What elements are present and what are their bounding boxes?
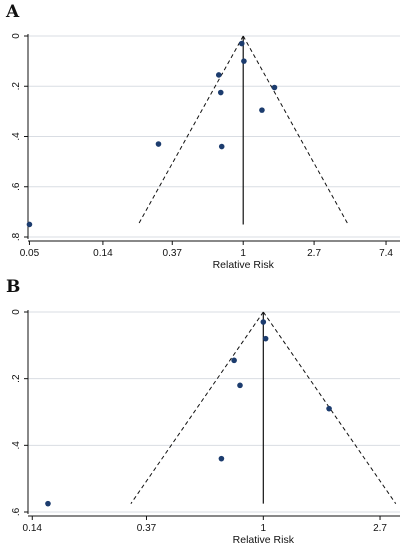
funnel-left-line: [137, 35, 244, 225]
study-point: [271, 84, 278, 91]
study-point: [238, 40, 245, 47]
study-point: [26, 221, 33, 228]
funnel-left-line: [130, 311, 264, 504]
y-tick-label: .6: [11, 507, 22, 516]
panel-b-label: B: [6, 277, 21, 297]
study-point: [217, 89, 224, 96]
study-point: [262, 335, 269, 342]
y-tick-label: .2: [11, 374, 22, 383]
study-point: [260, 319, 267, 325]
y-tick-label: .6: [11, 182, 22, 191]
study-point: [326, 405, 332, 412]
study-point: [155, 141, 162, 147]
x-tick-label: 7.4: [379, 248, 393, 259]
x-tick-label: 2.7: [373, 523, 387, 534]
study-point: [218, 455, 225, 462]
x-tick-label: 0.14: [93, 248, 113, 259]
funnel-plot-a: 0 .2 .4 .6 .8 0.05 0.14 0.37 1 2.7 7.4 Relative Ris…: [11, 33, 400, 271]
x-tick-label: 0.37: [137, 523, 157, 534]
y-tick-label: .2: [11, 82, 22, 91]
y-tick-label: 0: [11, 33, 22, 39]
x-axis-title: Relative Risk: [233, 534, 295, 546]
panel-a-label: A: [6, 2, 20, 22]
x-tick-label: 1: [261, 523, 267, 534]
x-tick-label: 2.7: [307, 248, 321, 259]
x-tick-label: 0.14: [23, 523, 43, 534]
y-tick-label: .4: [11, 441, 22, 450]
x-tick-label: 0.37: [163, 248, 183, 259]
study-point: [218, 143, 225, 150]
funnel-plot-b: 0 .2 .4 .60.14 0.37 1 2.7 Relative Risk: [11, 309, 400, 546]
study-point: [215, 72, 222, 78]
funnel-right-line: [242, 35, 349, 225]
x-axis-title: Relative Risk: [213, 259, 275, 271]
study-point: [241, 58, 247, 64]
x-tick-label: 0.05: [20, 248, 40, 259]
study-point: [231, 357, 237, 364]
funnel-right-line: [262, 311, 397, 504]
y-tick-label: .8: [11, 232, 22, 241]
study-point: [237, 382, 243, 389]
y-tick-label: 0: [11, 309, 22, 315]
y-tick-label: .4: [11, 132, 22, 141]
study-point: [259, 107, 265, 113]
study-point: [45, 500, 51, 507]
x-tick-label: 1: [240, 248, 246, 259]
